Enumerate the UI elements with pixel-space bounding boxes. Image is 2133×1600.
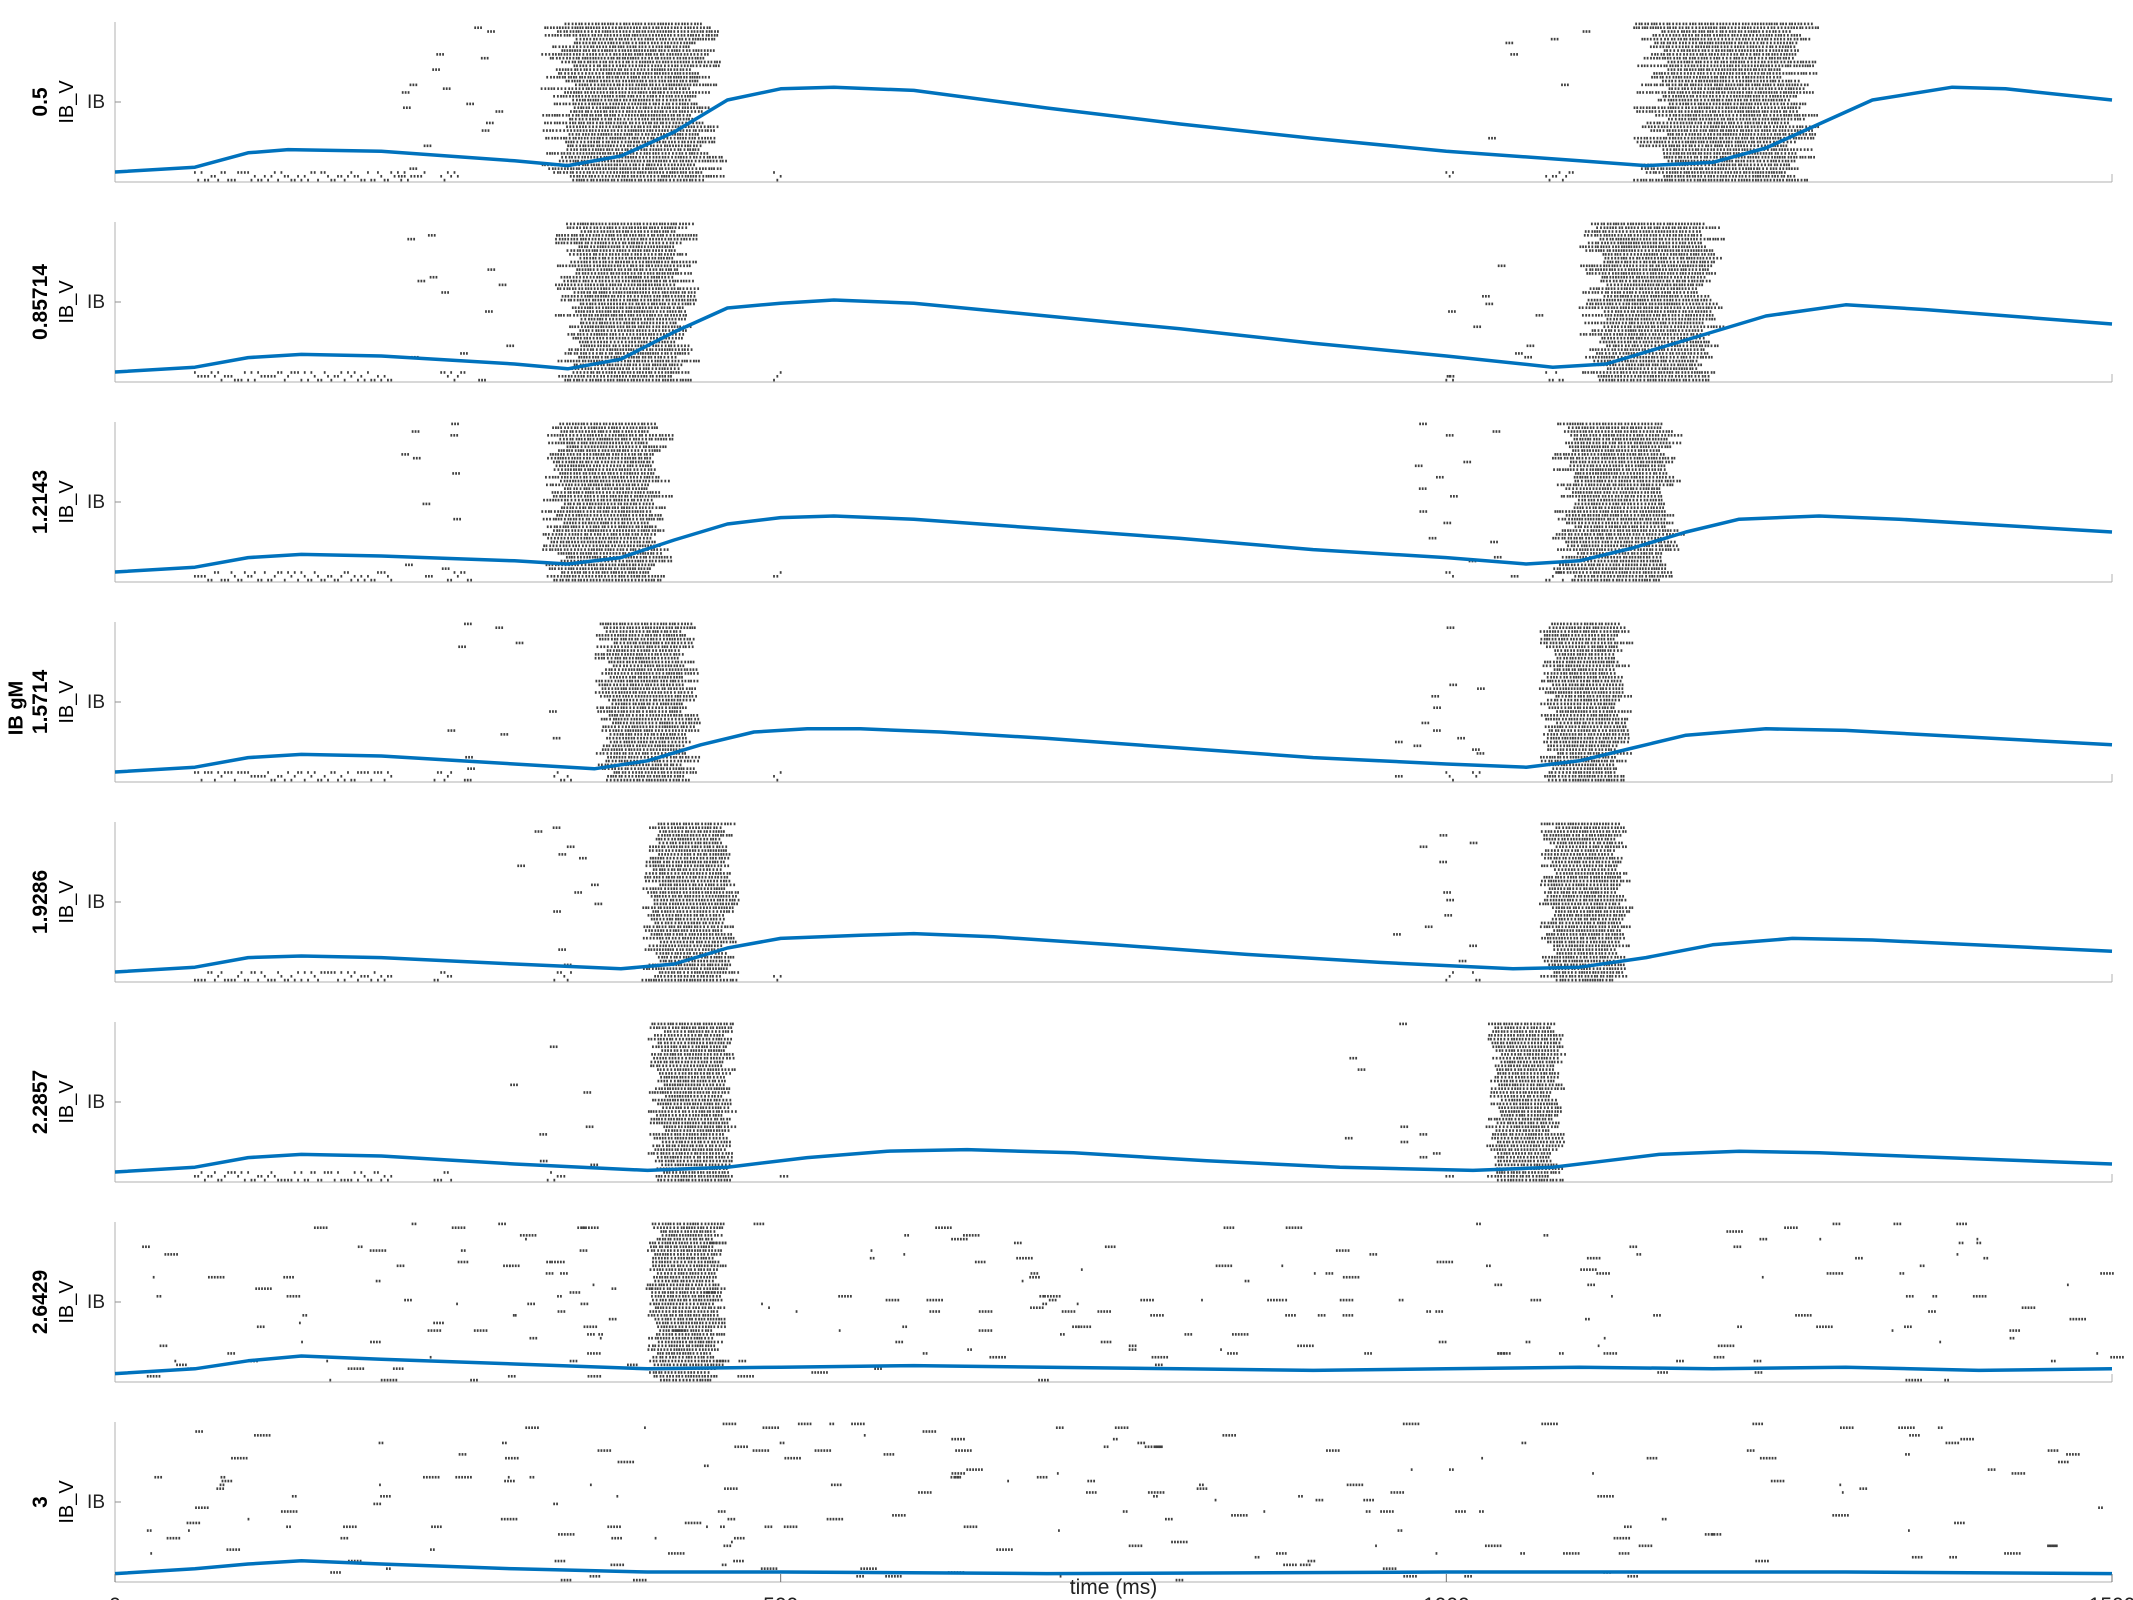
panel-param-label: 0.85714 xyxy=(29,264,52,340)
panel-ylabel: IB_V xyxy=(56,280,78,324)
panel-y-tick-label: IB xyxy=(87,92,105,113)
panel-param-label: 0.5 xyxy=(29,87,52,117)
panel-y-tick-label: IB xyxy=(87,292,105,313)
panel-ylabel: IB_V xyxy=(56,80,78,124)
panels-layer: IBIB_V0.5IBIB_V0.85714IBIB_V1.2143IBIB_V… xyxy=(29,22,2123,1582)
panel-2: IB IB_V0.85714 xyxy=(29,222,2112,382)
panel-1: IB IB_V0.5 xyxy=(29,22,2112,182)
